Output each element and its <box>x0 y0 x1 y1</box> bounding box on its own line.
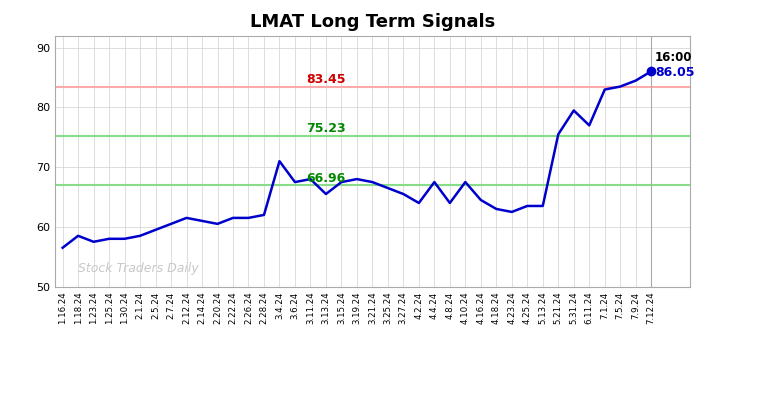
Text: Stock Traders Daily: Stock Traders Daily <box>78 261 199 275</box>
Text: 66.96: 66.96 <box>307 172 346 185</box>
Text: 83.45: 83.45 <box>307 73 346 86</box>
Text: 86.05: 86.05 <box>655 66 695 79</box>
Text: 75.23: 75.23 <box>306 122 346 135</box>
Text: 16:00: 16:00 <box>655 51 692 64</box>
Title: LMAT Long Term Signals: LMAT Long Term Signals <box>250 14 495 31</box>
